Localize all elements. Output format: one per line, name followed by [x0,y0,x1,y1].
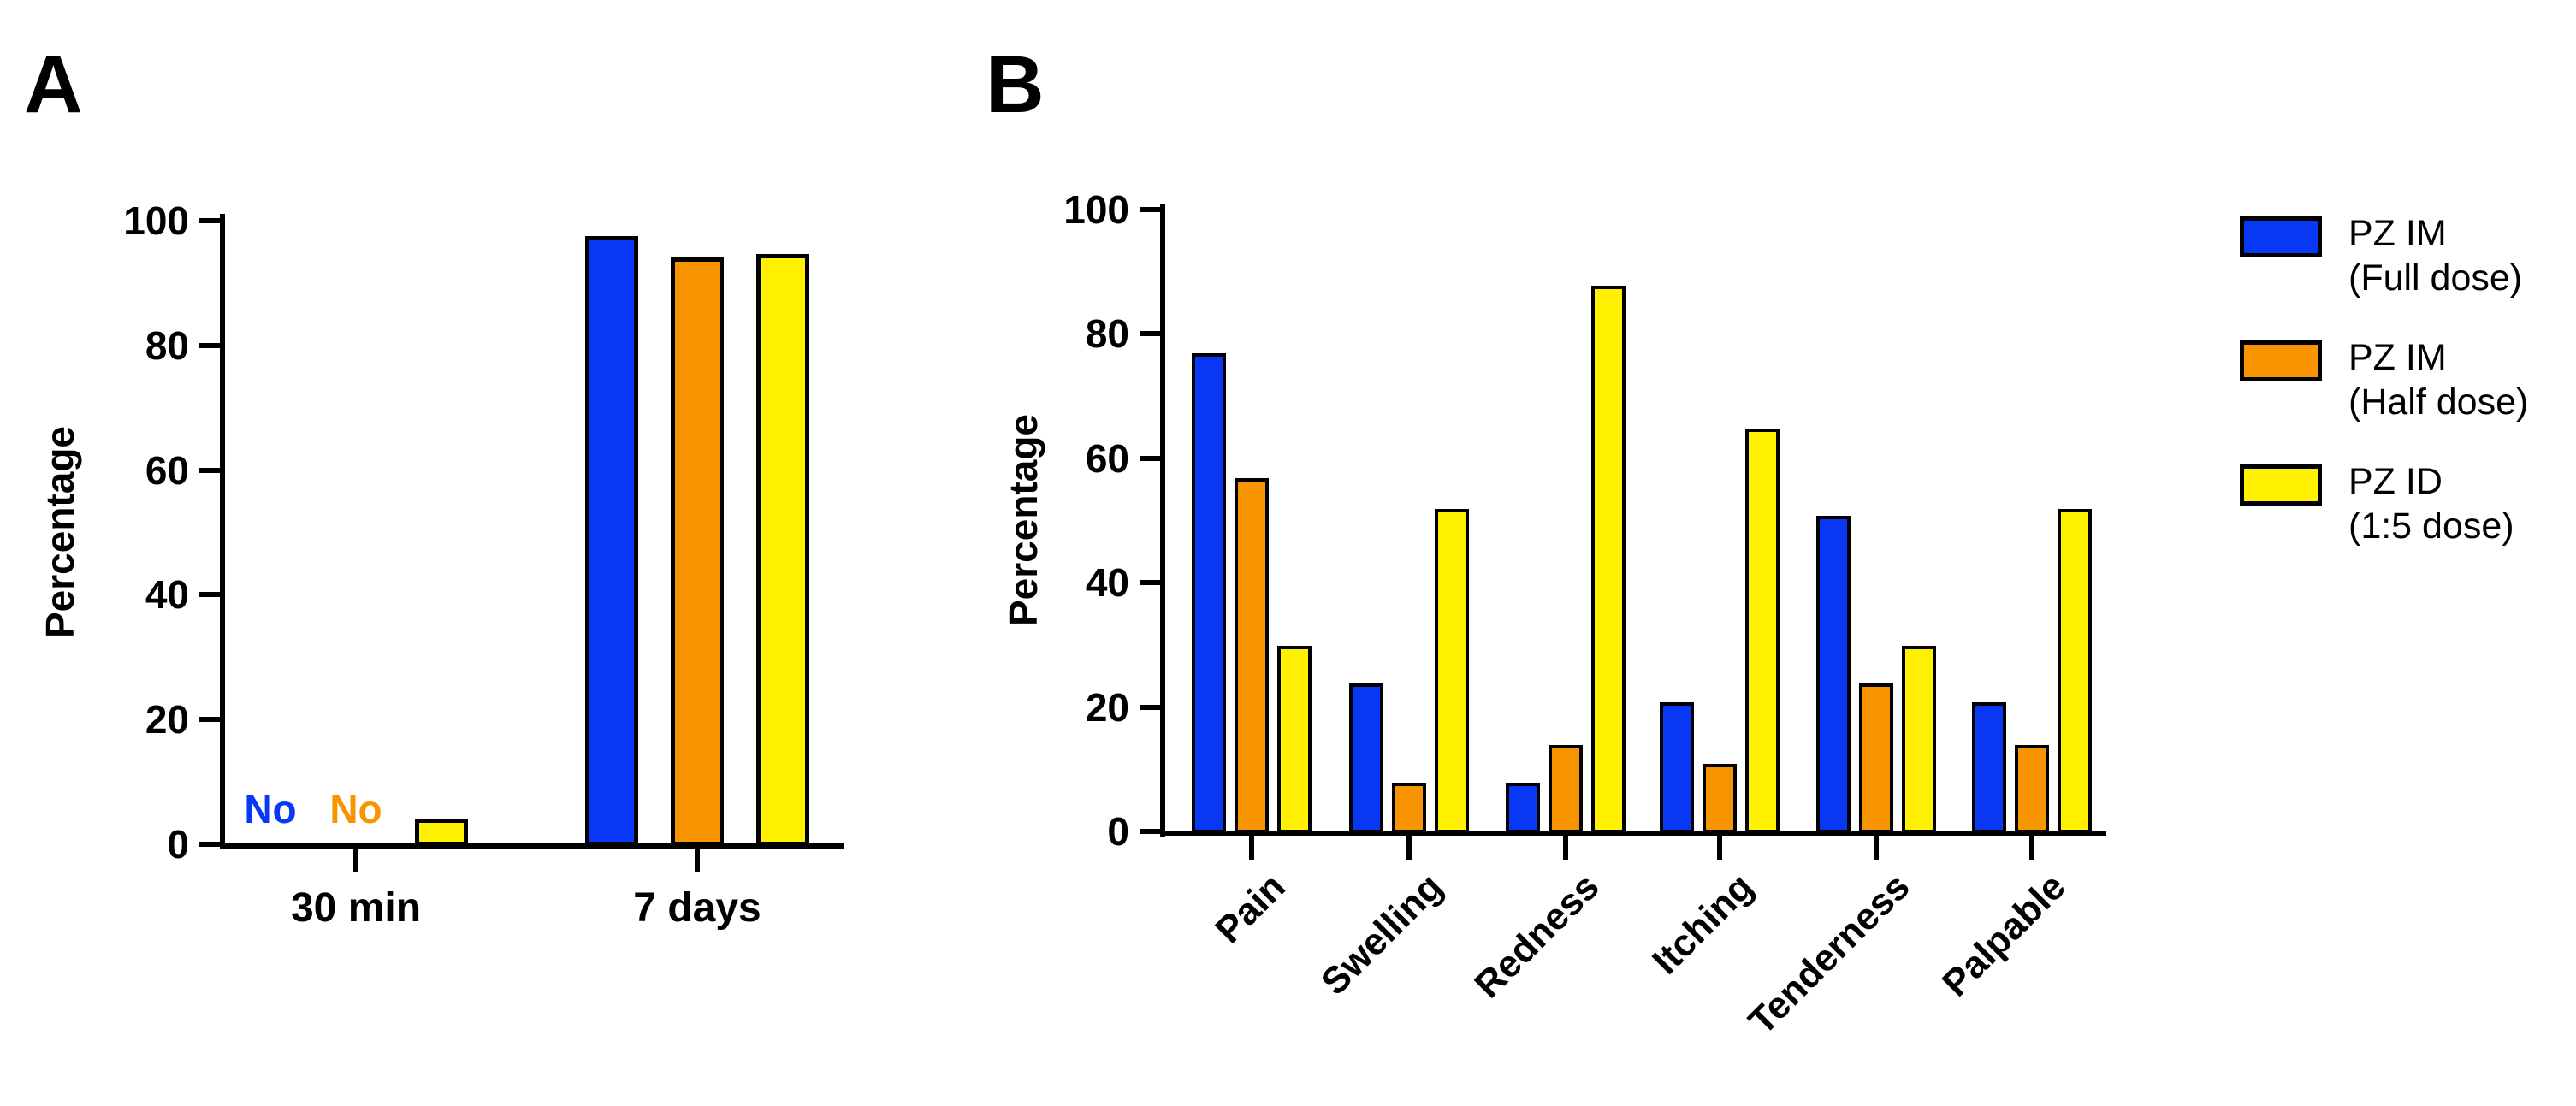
y-tick-label-B-100: 100 [1063,187,1129,232]
y-tick-A-20 [199,717,220,723]
category-label-B-0: Pain [1207,866,1294,952]
legend-label-line2: (1:5 dose) [2348,506,2514,547]
legend-label-line2: (Full dose) [2348,257,2523,299]
x-tick-B-3 [1717,836,1722,860]
y-tick-label-B-0: 0 [1107,809,1129,854]
y-tick-A-0 [199,842,220,847]
bar-B-palpable-yellow [2058,509,2092,833]
y-tick-label-B-40: 40 [1085,560,1129,606]
bar-B-itching-blue [1660,701,1694,833]
y-tick-B-80 [1140,331,1160,337]
legend-label-line2: (Half dose) [2348,381,2529,423]
y-tick-A-40 [199,592,220,598]
y-tick-label-B-60: 60 [1085,435,1129,481]
x-tick-A-1 [695,849,700,872]
x-axis-B [1160,831,2106,836]
annotation-no-orange: No [329,787,382,831]
y-tick-label-A-40: 40 [145,572,189,618]
bar-B-swelling-blue [1349,683,1383,833]
legend-swatch-yellow [2240,464,2322,506]
panel-a-letter: A [24,39,83,130]
legend-swatch-blue [2240,216,2322,257]
x-tick-B-2 [1563,836,1568,860]
y-tick-label-B-20: 20 [1085,684,1129,730]
y-tick-B-20 [1140,704,1160,710]
y-tick-B-40 [1140,580,1160,586]
bar-B-itching-yellow [1745,428,1780,833]
y-tick-B-100 [1140,207,1160,212]
y-tick-label-A-0: 0 [167,822,189,866]
y-tick-label-A-100: 100 [123,198,189,243]
x-tick-A-0 [353,849,358,872]
category-label-B-2: Redness [1466,866,1608,1007]
legend-label-orange: PZ IM (Half dose) [2348,335,2528,424]
y-tick-label-B-80: 80 [1085,311,1129,357]
y-tick-B-0 [1140,829,1160,834]
x-tick-B-4 [1874,836,1879,860]
panel-b-letter: B [986,39,1045,130]
x-tick-B-1 [1406,836,1412,860]
legend-label-yellow: PZ ID (1:5 dose) [2348,459,2514,548]
bar-A-7-days-orange [671,257,724,846]
bar-B-redness-orange [1549,745,1583,833]
bar-B-pain-orange [1235,477,1269,833]
bar-B-palpable-blue [1972,701,2006,833]
category-label-A-0: 30 min [290,885,422,931]
bar-B-swelling-orange [1392,783,1426,833]
legend-label-line1: PZ IM [2348,213,2447,254]
bar-B-tenderness-yellow [1902,646,1936,833]
y-tick-B-60 [1140,455,1160,461]
x-tick-B-5 [2029,836,2034,860]
bar-B-tenderness-orange [1859,683,1893,833]
x-axis-A [220,843,844,849]
y-tick-A-60 [199,467,220,473]
bar-B-palpable-orange [2015,745,2049,833]
bar-B-swelling-yellow [1435,509,1469,833]
annotation-no-blue: No [244,787,297,831]
bar-B-pain-blue [1192,353,1226,833]
legend-label-line1: PZ ID [2348,461,2443,502]
bar-B-redness-blue [1506,783,1540,833]
bar-A-7-days-blue [585,235,638,846]
legend-label-line1: PZ IM [2348,337,2447,378]
category-label-B-3: Itching [1644,866,1762,983]
bar-A-7-days-yellow [756,254,809,846]
y-tick-label-A-20: 20 [145,697,189,742]
y-axis-B [1160,204,1165,837]
bar-B-pain-yellow [1277,646,1312,833]
legend-label-blue: PZ IM (Full dose) [2348,211,2522,300]
category-label-A-1: 7 days [633,885,761,931]
category-label-B-5: Palpable [1934,866,2074,1005]
category-label-B-4: Tenderness [1740,866,1918,1043]
y-axis-A [220,214,225,849]
y-tick-label-A-80: 80 [145,322,189,368]
legend-swatch-orange [2240,340,2322,381]
bar-B-tenderness-blue [1816,515,1851,833]
category-label-B-1: Swelling [1312,866,1451,1003]
x-tick-B-0 [1249,836,1254,860]
bar-B-redness-yellow [1591,285,1626,833]
y-tick-A-100 [199,218,220,223]
bar-A-30-min-yellow [415,819,468,846]
y-tick-label-A-60: 60 [145,447,189,493]
y-tick-A-80 [199,342,220,348]
bar-B-itching-orange [1703,764,1737,833]
